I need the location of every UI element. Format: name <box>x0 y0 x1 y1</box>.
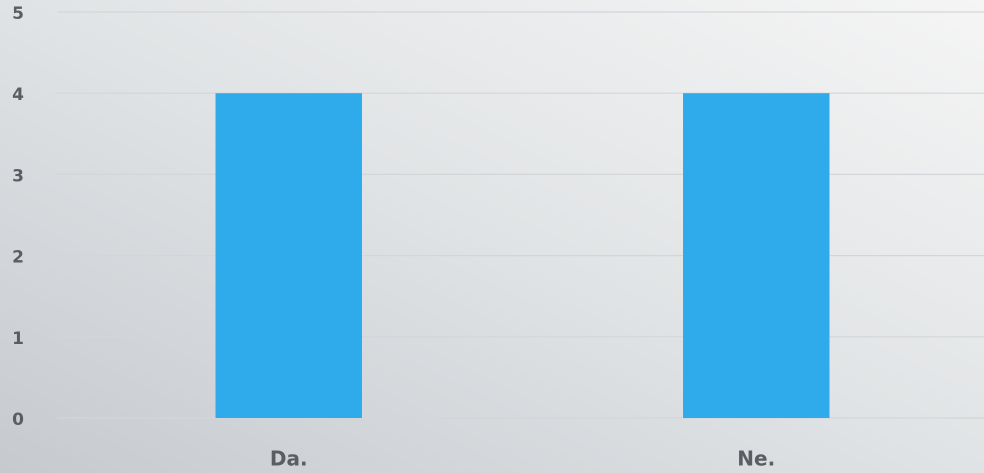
x-tick-label: Ne. <box>737 447 775 471</box>
y-tick-label: 5 <box>12 4 24 24</box>
x-tick-label: Da. <box>270 447 308 471</box>
y-tick-label: 0 <box>12 410 24 430</box>
y-tick-label: 2 <box>12 248 24 268</box>
y-tick-label: 1 <box>12 329 24 349</box>
bar <box>683 93 830 418</box>
y-tick-label: 4 <box>12 85 24 105</box>
y-tick-label: 3 <box>12 166 24 186</box>
bar <box>215 93 362 418</box>
